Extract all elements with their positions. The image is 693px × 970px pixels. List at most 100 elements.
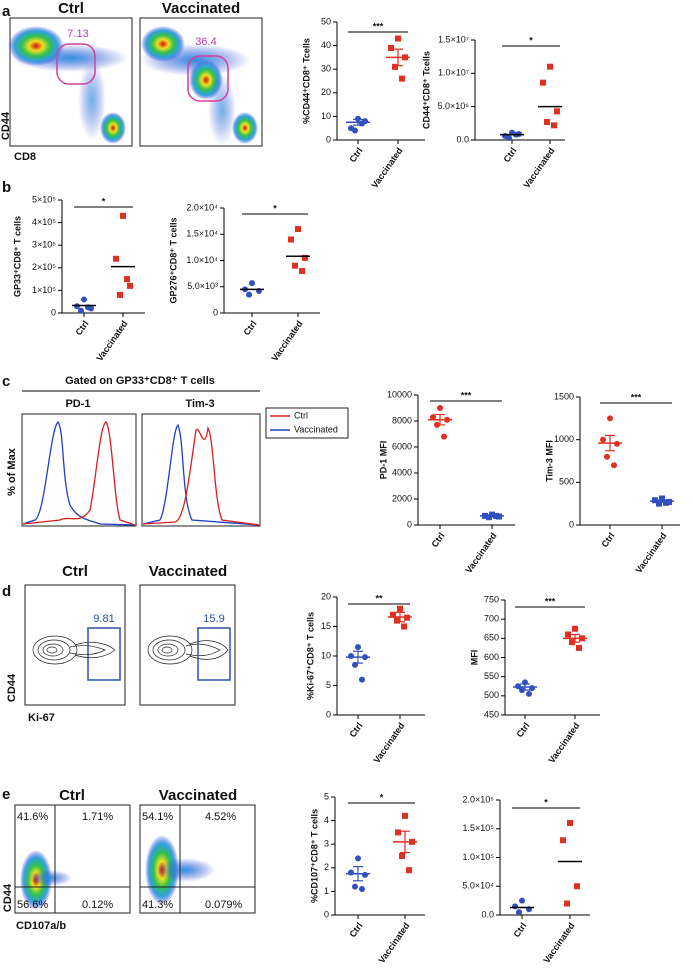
contour-plot-d: Ctrl Vaccinated 9.81 15.9 CD44 Ki-67 [6, 563, 236, 724]
x-tick-label: Ctrl [515, 721, 532, 739]
y-tick-label: 20 [321, 87, 331, 97]
plot-title: Ctrl [58, 0, 84, 17]
data-point [397, 605, 403, 612]
data-point [359, 676, 365, 683]
quadrant-value: 1.71% [82, 811, 113, 823]
y-tick-label: 2×10⁵ [32, 262, 56, 272]
significance-label: *** [545, 596, 556, 606]
quadrant-value: 0.12% [82, 899, 113, 911]
data-point [299, 268, 305, 274]
y-tick-label: 50 [321, 16, 331, 26]
plot-title: Ctrl [59, 787, 85, 804]
quadrant-value: 4.52% [205, 811, 236, 823]
gate-value: 9.81 [93, 613, 114, 625]
x-tick-label: Vaccinated [376, 921, 411, 965]
panel-letter: b [2, 179, 11, 196]
y-tick-label: 4000 [392, 467, 412, 477]
significance-label: * [102, 196, 106, 206]
y-axis-label: MFI [469, 650, 479, 666]
data-point [392, 63, 398, 70]
y-tick-label: 1.5×10⁷ [438, 34, 469, 44]
y-tick-label: 1500 [554, 391, 574, 401]
panel-letter: a [2, 3, 11, 20]
data-point [574, 883, 580, 890]
data-point [486, 514, 492, 521]
y-tick-label: 0.0 [481, 909, 494, 919]
data-point [516, 909, 522, 916]
x-tick-label: Vaccinated [521, 146, 556, 190]
significance-label: *** [631, 392, 642, 402]
y-axis-label: GP33⁺CD8⁺ T cells [12, 216, 22, 297]
data-point [388, 44, 394, 51]
data-point [394, 617, 400, 624]
y-axis-label: CD44⁺CD8⁺ Tcells [421, 51, 431, 129]
y-axis-label: CD44 [6, 673, 18, 702]
y-tick-label: 600 [484, 652, 499, 662]
y-tick-label: 40 [321, 40, 331, 50]
data-point [604, 453, 610, 460]
data-point [359, 886, 365, 893]
legend-label: Ctrl [294, 410, 308, 420]
quadrant-value: 41.3% [142, 899, 173, 911]
column-label: PD-1 [65, 398, 90, 410]
y-tick-label: 0 [326, 134, 331, 144]
x-tick-label: Vaccinated [269, 319, 304, 363]
quadrant-value: 0.079% [205, 899, 243, 911]
y-tick-label: 5 [324, 791, 329, 801]
y-tick-label: 4×10⁵ [32, 217, 56, 227]
x-axis-label: CD8 [14, 151, 36, 163]
y-tick-label: 1×10⁵ [32, 285, 56, 295]
plot-title: Vaccinated [149, 563, 227, 580]
y-tick-label: 5 [326, 680, 331, 690]
y-tick-label: 2000 [392, 493, 412, 503]
panel-letter: c [2, 373, 10, 390]
y-tick-label: 500 [484, 690, 499, 700]
data-point [659, 495, 665, 502]
data-point [576, 644, 582, 651]
data-point [600, 436, 606, 443]
column-label: Tim-3 [185, 398, 214, 410]
y-tick-label: 1.5×10⁵ [462, 823, 494, 833]
data-point [78, 307, 84, 314]
gate-value: 36.4 [195, 36, 216, 48]
data-point [551, 122, 557, 129]
data-point [113, 255, 119, 262]
data-point [506, 135, 512, 141]
data-point [437, 405, 443, 411]
x-tick-label: Ctrl [600, 531, 617, 549]
y-tick-label: 10 [321, 650, 331, 660]
gate-value: 15.9 [203, 613, 224, 625]
x-tick-label: Vaccinated [633, 531, 668, 575]
y-tick-label: 750 [484, 594, 499, 604]
y-tick-label: 1.0×10⁴ [186, 255, 218, 265]
x-tick-label: Ctrl [242, 319, 259, 337]
x-axis-label: CD107a/b [16, 920, 66, 932]
data-point [395, 829, 401, 836]
y-tick-label: 1.5×10⁴ [186, 229, 218, 239]
data-point [120, 212, 126, 219]
data-point [352, 127, 358, 134]
x-tick-label: Ctrl [348, 921, 365, 939]
y-tick-label: 0 [326, 709, 331, 719]
y-axis-label: CD44 [2, 883, 14, 912]
data-point [352, 883, 358, 890]
histogram-plot-c: Gated on GP33⁺CD8⁺ T cells PD-1 Tim-3 % … [6, 375, 349, 527]
y-axis-label: Tim-3 MFI [544, 440, 554, 482]
data-point [292, 262, 298, 269]
data-point [81, 296, 87, 303]
y-tick-label: 8000 [392, 415, 412, 425]
data-point [614, 440, 620, 447]
data-point [399, 853, 405, 859]
plot-title: Vaccinated [162, 0, 240, 17]
significance-label: * [380, 792, 384, 802]
y-tick-label: 5×10⁵ [32, 194, 56, 204]
data-point [249, 280, 255, 287]
y-tick-label: 0 [213, 307, 218, 317]
flow-plot-a: Ctrl Vaccinated 7.13 36.4 CD44 CD8 [0, 0, 263, 163]
y-tick-label: 5.0×10⁶ [438, 101, 470, 111]
y-axis-label: %CD44⁺CD8⁺ Tcells [301, 38, 311, 124]
panel-letter: e [2, 786, 10, 803]
flow-plot-e: Ctrl Vaccinated 41.6% 1.71% 56.6% 0.12% … [2, 787, 256, 932]
data-point [547, 63, 553, 70]
data-point [355, 855, 361, 862]
